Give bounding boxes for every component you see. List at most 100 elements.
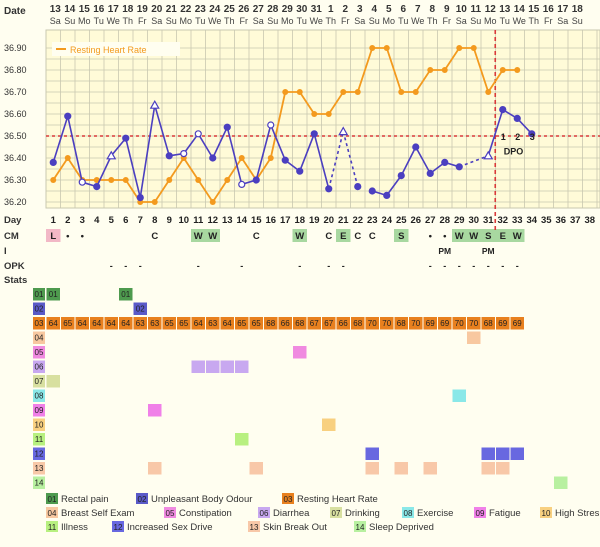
stats-cell [307, 317, 321, 330]
stats-code: 14 [35, 479, 44, 488]
stats-code: 10 [35, 421, 44, 430]
stats-cell [496, 462, 510, 475]
stats-cell [148, 404, 162, 417]
rhr-point [64, 155, 71, 161]
weekday-label: Mo [382, 16, 395, 26]
stats-cell-value: 65 [63, 319, 72, 328]
stats-code-swatch [33, 346, 45, 359]
stats-cell [467, 317, 481, 330]
stats-code-swatch [33, 317, 45, 330]
cm-row-label: CM [4, 231, 19, 242]
day-label: 36 [555, 215, 566, 226]
i-value: PM [438, 246, 451, 256]
cm-value: W [469, 231, 478, 242]
stats-cell [365, 462, 379, 475]
legend-code: 13 [250, 523, 259, 532]
stats-cell-value: 69 [426, 319, 435, 328]
stats-cell [119, 317, 133, 330]
rhr-point [296, 89, 303, 95]
stats-code: 05 [35, 348, 44, 357]
legend-swatch [258, 507, 270, 518]
day-label: 20 [323, 215, 334, 226]
stats-cell-value: 68 [266, 319, 275, 328]
stats-cell [409, 317, 423, 330]
temperature-point [209, 154, 217, 162]
stats-cell [90, 317, 104, 330]
stats-cell [119, 288, 133, 301]
labels: Date 13 14 15 16 17 18 19 20 21 22 23 24 25 26 27 28 29 30… [4, 4, 595, 488]
weekday-label: Sa [50, 16, 61, 26]
day-label: 28 [439, 215, 450, 226]
legend-label: Exercise [417, 508, 453, 519]
temperature-point [93, 183, 101, 191]
temperature-segment [197, 133, 214, 159]
date-label: 31 [311, 4, 323, 15]
weekday-label: Su [166, 16, 177, 26]
date-label: 27 [253, 4, 265, 15]
weekday-label: Fr [240, 16, 249, 26]
stats-cell [510, 317, 524, 330]
temperature-point [325, 185, 333, 193]
stats-cell-value: 64 [121, 319, 130, 328]
weekday-label: Th [528, 16, 539, 26]
temperature-segment [270, 124, 286, 161]
cm-cell [495, 229, 510, 242]
opk-value: - [342, 261, 345, 271]
rhr-point [224, 177, 231, 183]
stats-cell [452, 317, 466, 330]
date-label: 26 [238, 4, 250, 15]
day-label: 14 [236, 215, 247, 226]
temperature-point [223, 123, 231, 131]
temperature-point [499, 105, 507, 114]
date-label: 20 [151, 4, 163, 15]
stats-cell-value: 70 [411, 319, 420, 328]
date-label: 10 [456, 4, 468, 15]
date-label: 13 [50, 4, 62, 15]
date-label: 12 [485, 4, 497, 15]
date-label: 16 [93, 4, 105, 15]
temperature-point [296, 167, 304, 175]
temperature-segment [400, 146, 417, 176]
weekday-label: Sa [354, 16, 365, 26]
stats-cell-value: 68 [397, 319, 406, 328]
legend-swatch [282, 493, 294, 504]
stats-cell-value: 64 [92, 319, 101, 328]
series-legend-label: Resting Heart Rate [70, 45, 147, 55]
stats-cell-value: 65 [237, 319, 246, 328]
dpo-marker: 2 [515, 132, 520, 142]
legend-code: 08 [404, 509, 413, 518]
stats-cell [46, 288, 60, 301]
date-label: 15 [79, 4, 91, 15]
rhr-point [195, 177, 202, 183]
opk-value: - [298, 261, 301, 271]
temperature-segment [183, 133, 199, 155]
day-label: 2 [65, 215, 70, 226]
rhr-point [499, 67, 506, 73]
stats-cell [206, 317, 220, 330]
stats-code: 04 [35, 334, 44, 343]
opk-value: - [501, 261, 504, 271]
stats-code: 07 [35, 377, 44, 386]
stats-cell-value: 66 [339, 319, 348, 328]
day-label: 10 [178, 215, 189, 226]
date-label: 14 [514, 4, 526, 15]
stats-cell-value: 64 [194, 319, 203, 328]
legend: Resting Heart Rate 01 Rectal pain 02 Unpleas… [0, 42, 600, 547]
series-layer [46, 30, 600, 230]
legend-swatch [402, 507, 414, 518]
stats-code-swatch [33, 360, 45, 373]
opk-value: - [197, 261, 200, 271]
stats-cell [438, 317, 452, 330]
weekday-label: We [513, 16, 526, 26]
date-label: 24 [209, 4, 221, 15]
stats-cell [162, 317, 176, 330]
temperature-point [194, 130, 202, 138]
opk-value: - [327, 261, 330, 271]
date-label: 9 [444, 4, 450, 15]
plot-area [45, 29, 600, 209]
stats-cell [452, 389, 466, 402]
stats-cell [191, 360, 205, 373]
rhr-point [485, 89, 492, 95]
weekday-label: Su [267, 16, 278, 26]
rhr-point [470, 45, 477, 51]
